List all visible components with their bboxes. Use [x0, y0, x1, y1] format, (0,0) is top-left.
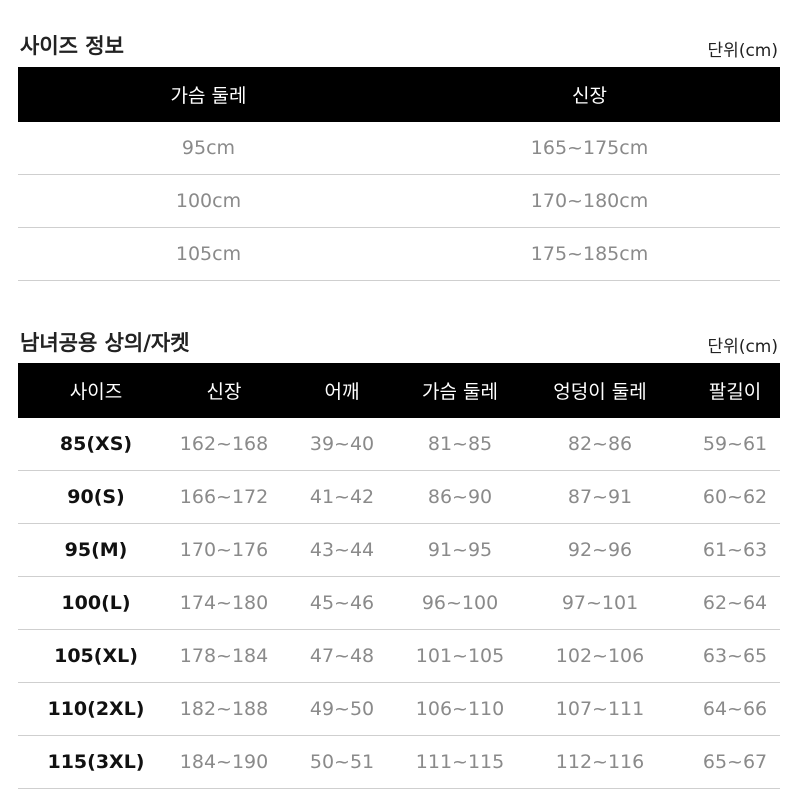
- table-cell: 174~180: [174, 576, 274, 630]
- table-cell: 47~48: [274, 629, 410, 683]
- table-row: 110(2XL) 182~188 49~50 106~110 107~111 64~66: [18, 682, 780, 736]
- size-label: 95(M): [18, 523, 174, 577]
- column-header: 엉덩이 둘레: [510, 363, 690, 418]
- table-cell: 81~85: [410, 418, 510, 471]
- table-cell: 86~90: [410, 470, 510, 524]
- column-header: 가슴 둘레: [18, 67, 399, 122]
- table-cell: 49~50: [274, 682, 410, 736]
- table-cell: 100cm: [18, 174, 399, 228]
- table-cell: 50~51: [274, 735, 410, 789]
- table-cell: 96~100: [410, 576, 510, 630]
- table-cell: 92~96: [510, 523, 690, 577]
- table-cell: 82~86: [510, 418, 690, 471]
- table-cell: 162~168: [174, 418, 274, 471]
- column-header: 신장: [399, 67, 780, 122]
- size-info-title: 사이즈 정보: [20, 34, 124, 58]
- table-cell: 45~46: [274, 576, 410, 630]
- table-cell: 87~91: [510, 470, 690, 524]
- table-cell: 41~42: [274, 470, 410, 524]
- table-cell: 184~190: [174, 735, 274, 789]
- table-cell: 63~65: [690, 629, 780, 683]
- column-header: 신장: [174, 363, 274, 418]
- table-cell: 60~62: [690, 470, 780, 524]
- table-row: 100(L) 174~180 45~46 96~100 97~101 62~64: [18, 576, 780, 630]
- table-cell: 95cm: [18, 122, 399, 175]
- size-label: 110(2XL): [18, 682, 174, 736]
- table-cell: 101~105: [410, 629, 510, 683]
- table-cell: 182~188: [174, 682, 274, 736]
- size-label: 105(XL): [18, 629, 174, 683]
- table-cell: 43~44: [274, 523, 410, 577]
- size-label: 85(XS): [18, 418, 174, 471]
- table-cell: 107~111: [510, 682, 690, 736]
- table-cell: 112~116: [510, 735, 690, 789]
- table-cell: 175~185cm: [399, 227, 780, 281]
- table-cell: 170~176: [174, 523, 274, 577]
- size-label: 115(3XL): [18, 735, 174, 789]
- table-row: 90(S) 166~172 41~42 86~90 87~91 60~62: [18, 470, 780, 524]
- table-cell: 170~180cm: [399, 174, 780, 228]
- table-cell: 102~106: [510, 629, 690, 683]
- table-cell: 106~110: [410, 682, 510, 736]
- table-cell: 62~64: [690, 576, 780, 630]
- table-row: 85(XS) 162~168 39~40 81~85 82~86 59~61: [18, 418, 780, 471]
- table-cell: 65~67: [690, 735, 780, 789]
- table-row: 95cm 165~175cm: [18, 122, 780, 175]
- table-cell: 178~184: [174, 629, 274, 683]
- table-cell: 61~63: [690, 523, 780, 577]
- table-cell: 111~115: [410, 735, 510, 789]
- column-header: 팔길이: [690, 363, 780, 418]
- table-cell: 165~175cm: [399, 122, 780, 175]
- table-row: 105cm 175~185cm: [18, 227, 780, 281]
- column-header: 사이즈: [18, 363, 174, 418]
- table-cell: 91~95: [410, 523, 510, 577]
- unisex-tops-title: 남녀공용 상의/자켓: [20, 331, 190, 355]
- table-cell: 64~66: [690, 682, 780, 736]
- size-label: 100(L): [18, 576, 174, 630]
- table-cell: 39~40: [274, 418, 410, 471]
- table-cell: 59~61: [690, 418, 780, 471]
- table-row: 100cm 170~180cm: [18, 174, 780, 228]
- column-header: 가슴 둘레: [410, 363, 510, 418]
- table-row: 115(3XL) 184~190 50~51 111~115 112~116 65~67: [18, 735, 780, 789]
- size-label: 90(S): [18, 470, 174, 524]
- size-info-unit: 단위(cm): [707, 41, 778, 61]
- unisex-tops-table: 사이즈 신장 어깨 가슴 둘레 엉덩이 둘레 팔길이 85(XS) 162~168 39~40 8…: [18, 363, 780, 789]
- table-cell: 97~101: [510, 576, 690, 630]
- table-row: 95(M) 170~176 43~44 91~95 92~96 61~63: [18, 523, 780, 577]
- table-cell: 105cm: [18, 227, 399, 281]
- table-row: 105(XL) 178~184 47~48 101~105 102~106 63~65: [18, 629, 780, 683]
- column-header: 어깨: [274, 363, 410, 418]
- table-cell: 166~172: [174, 470, 274, 524]
- unisex-tops-unit: 단위(cm): [707, 337, 778, 357]
- size-info-table: 가슴 둘레 신장 95cm 165~175cm 100cm 170~180cm 105cm 1…: [18, 67, 780, 281]
